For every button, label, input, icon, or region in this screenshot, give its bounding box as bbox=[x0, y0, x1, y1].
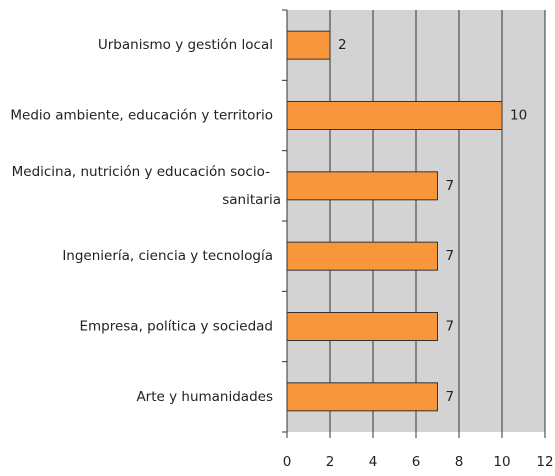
bar bbox=[286, 312, 438, 341]
bar bbox=[286, 382, 438, 412]
x-tick-label: 2 bbox=[326, 454, 335, 470]
x-tick-label: 12 bbox=[536, 454, 553, 470]
x-tick-label: 4 bbox=[369, 454, 378, 470]
x-tick-label: 6 bbox=[412, 454, 421, 470]
bar bbox=[286, 101, 503, 130]
data-label: 7 bbox=[446, 178, 455, 194]
y-tick-label: Empresa, política y sociedad bbox=[79, 319, 273, 335]
y-tick-label: Arte y humanidades bbox=[136, 389, 273, 405]
bar bbox=[286, 171, 438, 201]
y-tick-label: Medicina, nutrición y educación socio-sa… bbox=[12, 164, 281, 208]
y-tick-label: Medio ambiente, educación y territorio bbox=[10, 108, 273, 124]
data-label: 7 bbox=[446, 248, 455, 264]
x-tick-label: 0 bbox=[283, 454, 292, 470]
bar bbox=[286, 241, 438, 271]
data-label: 10 bbox=[510, 108, 527, 124]
x-tick-label: 8 bbox=[455, 454, 464, 470]
x-tick-label: 10 bbox=[493, 454, 510, 470]
data-label: 7 bbox=[446, 319, 455, 335]
data-label: 2 bbox=[338, 37, 347, 53]
y-tick-label: Urbanismo y gestión local bbox=[98, 37, 273, 53]
data-label: 7 bbox=[446, 389, 455, 405]
y-tick-label: Ingeniería, ciencia y tecnología bbox=[62, 248, 273, 264]
bar bbox=[286, 30, 331, 60]
